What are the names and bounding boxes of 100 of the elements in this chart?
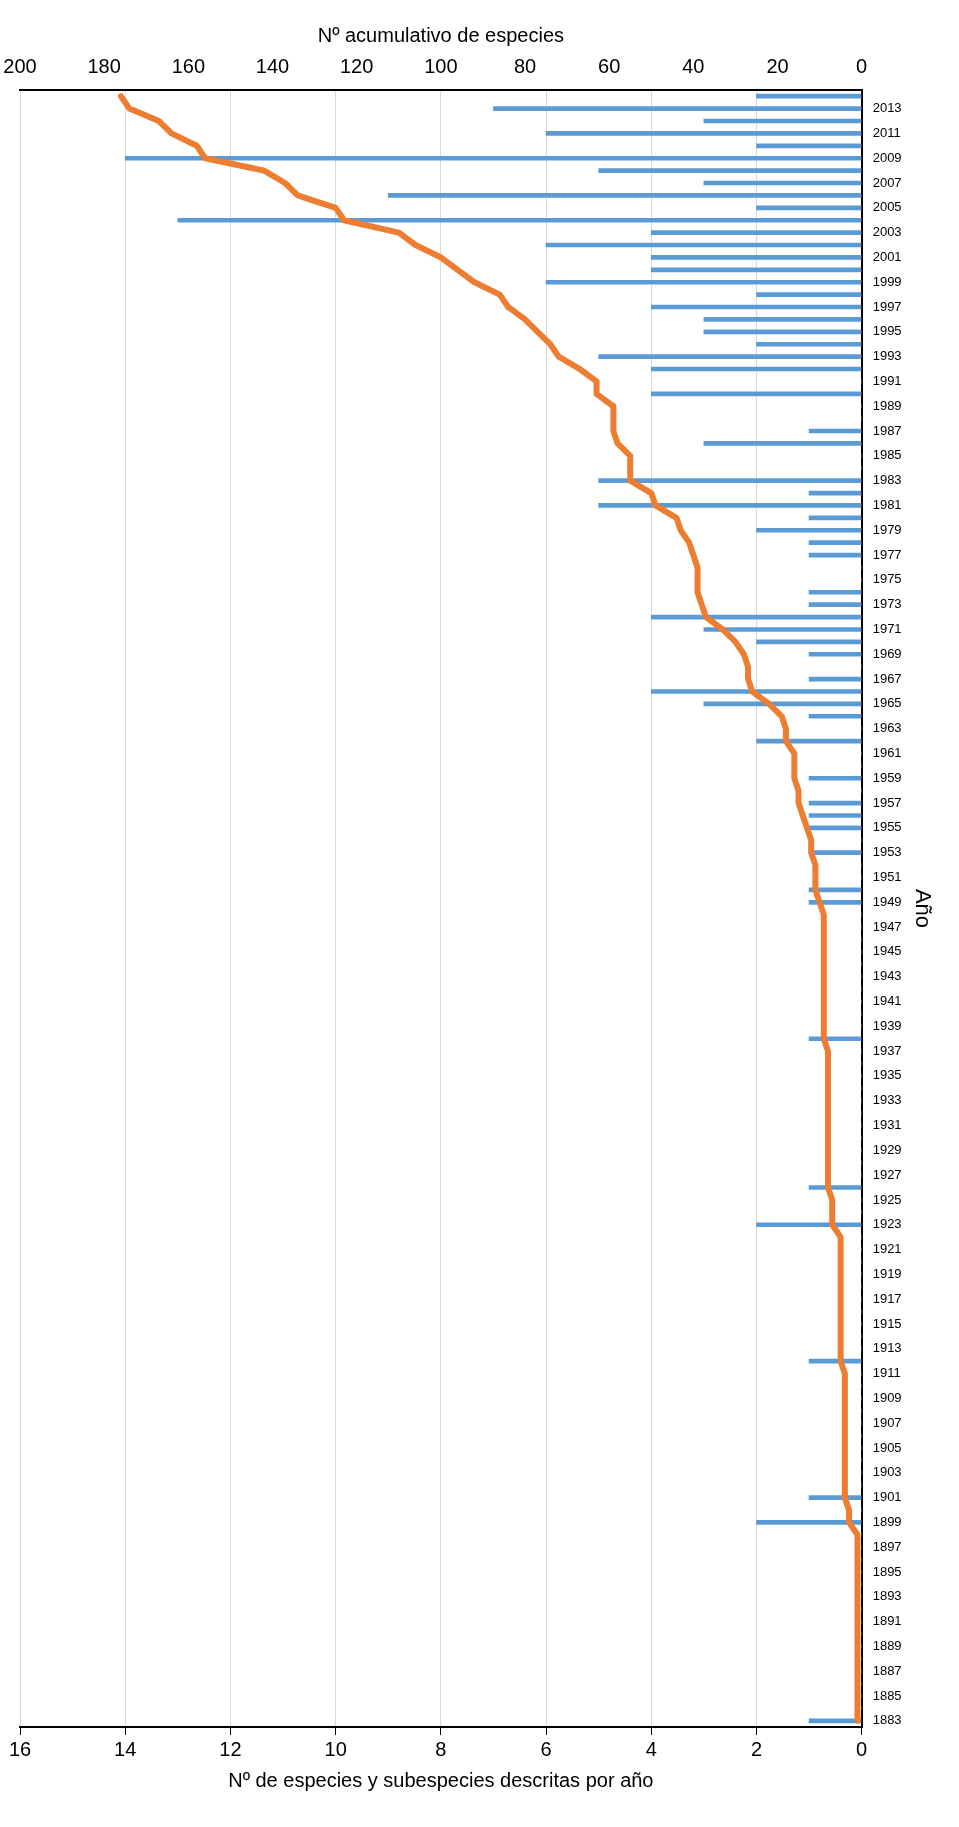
bar	[703, 441, 862, 446]
y-tick-label: 1955	[872, 819, 902, 835]
y-axis-title: Año	[910, 888, 936, 929]
x-tick-label: 8	[435, 1737, 447, 1760]
y-tick-label: 1903	[872, 1464, 902, 1480]
bar	[545, 131, 862, 136]
x-tick-label: 6	[540, 1737, 552, 1760]
y-tick-label: 1957	[872, 794, 902, 810]
y-tick-label: 1943	[872, 968, 902, 984]
bar	[650, 689, 862, 694]
x-axis-title: Nº de especies y subespecies descritas por año	[228, 1768, 654, 1791]
y-tick-label: 1887	[872, 1662, 902, 1678]
y-tick-label: 1933	[872, 1092, 902, 1108]
y-tick-label: 2005	[872, 199, 902, 215]
x-tick-label: 10	[324, 1737, 347, 1760]
y-tick-label: 1901	[872, 1489, 902, 1505]
bar	[756, 527, 862, 533]
y-tick-label: 1919	[872, 1265, 902, 1281]
y-tick-label: 1989	[872, 397, 902, 413]
bar	[808, 813, 862, 818]
y-tick-label: 1997	[872, 298, 902, 314]
bar	[756, 1520, 862, 1525]
y-tick-label: 1883	[872, 1712, 902, 1728]
y-tick-label: 1953	[872, 844, 902, 860]
y-tick-label: 1889	[872, 1637, 902, 1653]
bar	[756, 341, 862, 347]
bar	[808, 602, 862, 607]
bar	[808, 713, 862, 719]
y-tick-label: 1921	[872, 1241, 902, 1257]
bar	[598, 168, 862, 173]
x-tick-label: 14	[114, 1737, 137, 1760]
x2-axis-title: Nº acumulativo de especies	[317, 23, 564, 46]
y-tick-label: 1995	[872, 323, 902, 339]
bar	[756, 1222, 862, 1228]
y-tick-label: 1977	[872, 546, 902, 562]
y-tick-label: 1897	[872, 1538, 902, 1554]
bar	[756, 292, 862, 297]
y-tick-label: 1929	[872, 1141, 902, 1157]
y-tick-label: 1993	[872, 348, 902, 364]
y-tick-label: 1941	[872, 993, 902, 1009]
y-tick-label: 1967	[872, 670, 902, 686]
bar	[808, 651, 862, 657]
y-tick-label: 2013	[872, 100, 902, 116]
y-tick-label: 1979	[872, 521, 902, 537]
y-tick-label: 1973	[872, 596, 902, 612]
bar	[756, 143, 862, 149]
bar	[756, 205, 862, 211]
y-tick-label: 1971	[872, 621, 902, 637]
bar	[650, 267, 862, 273]
y-tick-label: 2011	[872, 124, 901, 140]
bar	[808, 540, 862, 545]
y-tick-label: 1965	[872, 695, 902, 711]
x2-tick-label: 140	[255, 54, 290, 77]
bar	[177, 217, 862, 223]
x2-tick-label: 120	[339, 54, 374, 77]
y-tick-label: 1949	[872, 893, 902, 909]
y-tick-label: 1909	[872, 1389, 902, 1405]
y-tick-label: 1981	[872, 497, 902, 513]
bar	[703, 627, 862, 632]
y-tick-label: 1895	[872, 1563, 902, 1579]
x2-tick-label: 60	[598, 54, 621, 77]
y-tick-label: 1899	[872, 1513, 902, 1529]
x2-tick-label: 80	[513, 54, 537, 77]
y-tick-label: 2009	[872, 149, 902, 165]
bar	[808, 775, 862, 781]
y-tick-label: 1963	[872, 720, 902, 736]
x2-tick-label: 160	[171, 54, 206, 77]
y-tick-label: 1915	[872, 1315, 902, 1331]
y-tick-label: 1905	[872, 1439, 902, 1455]
y-tick-label: 2007	[872, 174, 902, 190]
x-tick-label: 16	[8, 1737, 32, 1760]
bar	[493, 106, 862, 111]
y-tick-label: 1975	[872, 571, 902, 587]
y-tick-label: 1951	[872, 869, 902, 885]
x2-tick-label: 20	[766, 54, 789, 77]
y-tick-label: 1891	[872, 1613, 902, 1629]
bar	[598, 478, 862, 483]
y-tick-label: 1935	[872, 1067, 902, 1083]
y-tick-label: 1991	[872, 373, 902, 389]
y-tick-label: 1939	[872, 1017, 902, 1033]
y-tick-label: 1945	[872, 943, 902, 959]
y-tick-label: 1931	[872, 1117, 902, 1133]
y-tick-label: 1999	[872, 273, 902, 289]
bar	[598, 354, 862, 359]
bar	[808, 589, 862, 595]
y-tick-label: 1959	[872, 769, 902, 785]
y-tick-label: 1987	[872, 422, 902, 438]
y-tick-label: 1947	[872, 918, 902, 934]
y-tick-label: 1885	[872, 1687, 902, 1703]
y-tick-label: 1907	[872, 1414, 902, 1430]
y-tick-label: 1983	[872, 472, 902, 488]
y-tick-label: 1927	[872, 1166, 902, 1182]
y-tick-label: 1893	[872, 1588, 902, 1604]
x2-tick-label: 180	[87, 54, 121, 77]
bar	[545, 279, 862, 285]
y-tick-label: 1911	[872, 1365, 901, 1381]
x-tick-label: 12	[219, 1737, 242, 1760]
bar	[387, 193, 862, 198]
x-tick-label: 4	[645, 1737, 657, 1760]
x2-tick-label: 0	[856, 54, 868, 77]
